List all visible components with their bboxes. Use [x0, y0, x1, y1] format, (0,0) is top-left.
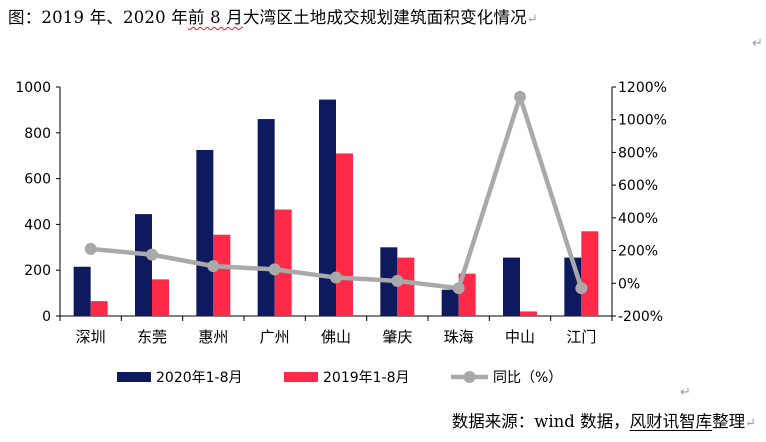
left-tick-label: 1000 [15, 80, 51, 96]
left-tick-label: 800 [24, 126, 51, 142]
bar-2019 [274, 209, 292, 316]
yoy-point [575, 282, 588, 295]
x-tick-label: 肇庆 [382, 328, 412, 346]
legend-label-2020: 2020年1-8月 [156, 370, 243, 386]
yoy-point [268, 263, 281, 276]
source-prefix: 数据来源：wind 数据， [451, 412, 630, 431]
title-return-mark: ↵ [526, 12, 538, 27]
right-tick-label: 400% [618, 211, 658, 227]
bar-2019 [90, 301, 108, 316]
bar-2020 [441, 289, 459, 316]
source-note: 数据来源：wind 数据，风财讯智库整理↵ [452, 408, 756, 432]
legend-label-yoy: 同比（%） [493, 370, 562, 386]
chart-line [84, 90, 588, 295]
bar-2019 [336, 153, 353, 316]
bar-2020 [73, 266, 91, 316]
side-return-mark: ↵ [752, 36, 763, 51]
yoy-point [330, 271, 342, 284]
bar-2019 [213, 234, 231, 316]
bar-2019 [520, 311, 537, 316]
right-tick-label: 800% [618, 145, 658, 161]
yoy-point [391, 274, 404, 287]
title-part3: 大湾区土地成交规划建筑面积变化情况 [242, 8, 527, 27]
x-tick-label: 佛山 [321, 328, 351, 346]
yoy-point [207, 260, 220, 273]
chart-legend: 2020年1-8月 2019年1-8月 同比（%） [117, 370, 562, 386]
yoy-point [452, 282, 465, 295]
bar-2020 [135, 214, 152, 316]
right-tick-label: 600% [618, 178, 658, 194]
legend-marker-yoy [463, 371, 476, 383]
legend-label-2019: 2019年1-8月 [323, 370, 410, 386]
mid-return-mark: ↵ [680, 385, 691, 400]
legend-swatch-2019 [284, 372, 318, 382]
x-tick-label: 东莞 [137, 328, 167, 346]
bar-2019 [581, 231, 599, 316]
right-tick-label: 0% [618, 276, 640, 292]
x-tick-label: 深圳 [76, 328, 106, 346]
bar-2020 [319, 99, 336, 316]
title-part1: 图：2019 年、2020 年 [8, 8, 188, 27]
bar-2019 [152, 279, 169, 316]
yoy-point [514, 90, 526, 103]
bar-2020 [196, 149, 214, 316]
right-tick-label: 1200% [618, 80, 667, 96]
chart-tick-labels: 1000 800 600 400 200 0 1200% 1000% 800% 600% 400% 2… [15, 80, 667, 346]
right-tick-label: 200% [618, 244, 658, 260]
x-tick-label: 江门 [566, 328, 596, 346]
chart-bars [73, 99, 599, 316]
x-tick-label: 中山 [505, 328, 535, 346]
bar-2020 [257, 119, 275, 316]
yoy-point [84, 242, 97, 255]
source-underlined: 风财讯智库 [629, 412, 713, 431]
bar-2020 [503, 257, 520, 316]
x-tick-label: 珠海 [444, 328, 474, 346]
left-tick-label: 600 [24, 172, 51, 188]
right-tick-label: 1000% [618, 113, 667, 129]
x-tick-label: 惠州 [198, 328, 228, 346]
source-suffix: 整理 [712, 412, 746, 431]
right-tick-label: -200% [618, 309, 663, 325]
yoy-point [146, 248, 158, 261]
legend-swatch-2020 [117, 372, 151, 382]
title-part2: 前 8 月 [187, 8, 243, 27]
bar-2019 [397, 257, 415, 316]
left-tick-label: 200 [24, 263, 51, 279]
x-tick-label: 广州 [260, 328, 290, 346]
source-return-mark: ↵ [745, 416, 756, 431]
left-tick-label: 400 [24, 217, 51, 233]
left-tick-label: 0 [42, 309, 51, 325]
chart-title: 图：2019 年、2020 年前 8 月大湾区土地成交规划建筑面积变化情况↵ [8, 4, 538, 28]
